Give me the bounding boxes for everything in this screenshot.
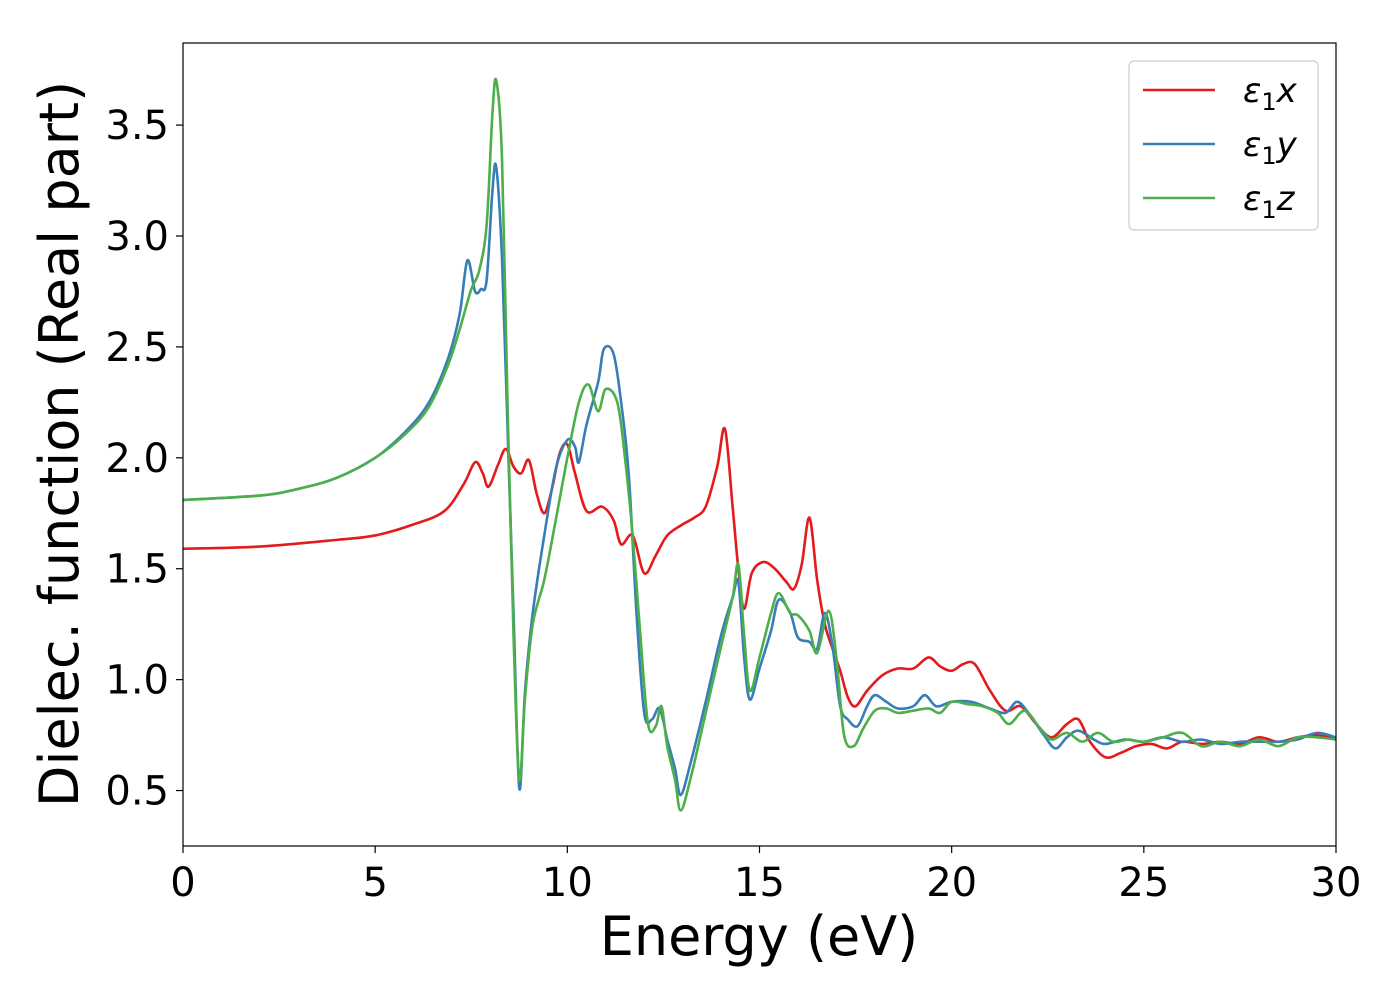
y-tick-label: 0.5 [105,769,169,815]
y-tick-label: 1.0 [105,658,169,704]
y-axis-title: Dielec. function (Real part) [28,81,91,807]
legend-label-z: ε1z [1243,179,1296,224]
y-tick-label: 1.5 [105,547,169,593]
legend-label-y: ε1y [1243,125,1298,170]
series-layer [182,77,1337,812]
x-tick-label: 10 [542,860,593,906]
series-line-y [182,162,1337,797]
legend-box [1128,60,1319,231]
legend-label-x: ε1x [1243,71,1298,116]
x-axis-title: Energy (eV) [600,905,919,968]
series-line-x [182,426,1337,759]
x-tick-label: 30 [1311,860,1362,906]
y-tick-label: 2.5 [105,325,169,371]
x-tick-label: 0 [170,860,195,906]
y-tick-label: 3.5 [105,103,169,149]
x-tick-label: 25 [1118,860,1169,906]
x-tick-label: 20 [926,860,977,906]
x-axis: 0 5 10 15 20 25 30 [170,846,1361,906]
x-tick-label: 5 [362,860,387,906]
y-tick-label: 2.0 [105,436,169,482]
x-tick-label: 15 [734,860,785,906]
series-line-z [182,77,1337,812]
y-tick-label: 3.0 [105,214,169,260]
legend: ε1x ε1y ε1z [1128,60,1319,231]
y-axis: 0.5 1.0 1.5 2.0 2.5 3.0 3.5 [105,103,183,815]
